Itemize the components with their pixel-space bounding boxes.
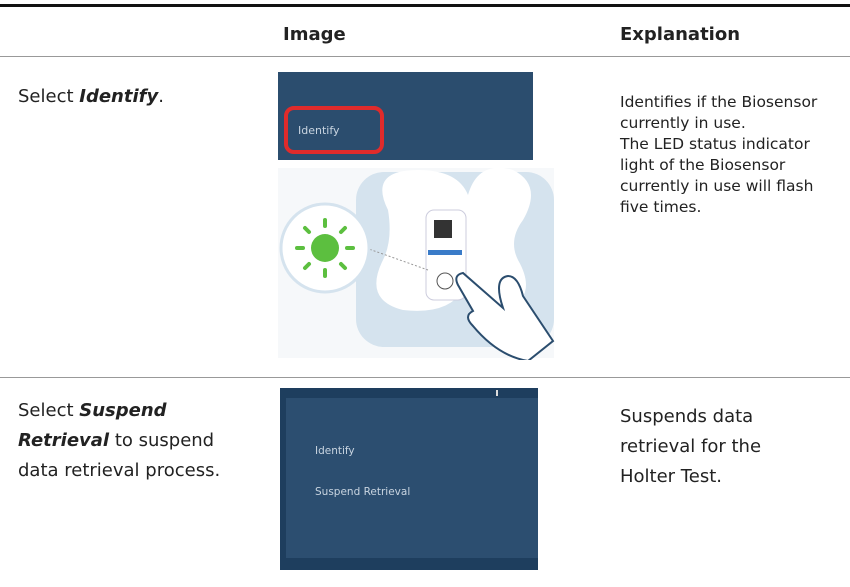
text: to suspend data retrieval process. bbox=[18, 430, 221, 481]
menu-item: Identify bbox=[315, 445, 355, 457]
explanation: Suspends data retrieval for the Holter T… bbox=[620, 402, 810, 492]
action-text: Select Suspend Retrieval to suspend data… bbox=[18, 396, 258, 486]
action-text: Select Identify. bbox=[18, 82, 258, 112]
paragraph: Identifies if the Biosensor currently in… bbox=[620, 93, 818, 132]
explanation: Identifies if the Biosensor currently in… bbox=[620, 92, 835, 218]
header-image: Image bbox=[283, 24, 346, 45]
emphasis: Suspend Retrieval bbox=[18, 400, 167, 451]
paragraph: The LED status indicator light of the Bi… bbox=[620, 135, 814, 216]
top-rule bbox=[0, 4, 850, 7]
text: Select bbox=[18, 86, 80, 107]
identify-illustration: Identify bbox=[278, 72, 555, 360]
header-explanation: Explanation bbox=[620, 24, 741, 45]
suspend-screenshot: Identify Suspend Retrieval bbox=[280, 388, 538, 570]
menu-item: Identify bbox=[298, 124, 340, 137]
emphasis: Identify bbox=[79, 86, 159, 107]
text: Select bbox=[18, 400, 80, 421]
text: . bbox=[158, 86, 164, 107]
row-divider bbox=[0, 377, 850, 378]
paragraph: Suspends data retrieval for the Holter T… bbox=[620, 406, 762, 487]
row-divider bbox=[0, 56, 850, 57]
menu-item: Suspend Retrieval bbox=[315, 486, 410, 498]
